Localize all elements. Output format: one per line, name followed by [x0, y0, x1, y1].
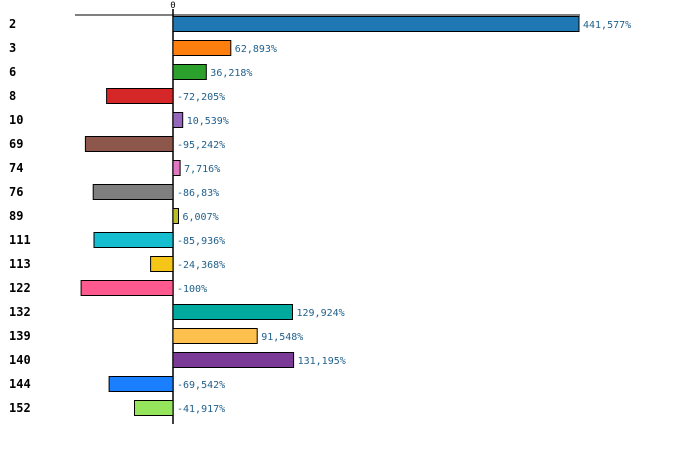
data-label: 62,893%	[235, 44, 277, 55]
category-label: 132	[9, 305, 31, 319]
category-label: 6	[9, 65, 16, 79]
chart-bars	[80, 16, 580, 416]
data-label: 131,195%	[298, 356, 346, 367]
data-label: 7,716%	[184, 164, 220, 175]
bar	[172, 352, 295, 368]
bar	[172, 160, 181, 176]
category-label: 2	[9, 17, 16, 31]
data-label: -72,205%	[177, 92, 225, 103]
category-label: 111	[9, 233, 31, 247]
bar	[172, 112, 184, 128]
data-label: 10,539%	[187, 116, 229, 127]
category-label: 139	[9, 329, 31, 343]
bar	[172, 208, 179, 224]
bar	[84, 136, 174, 152]
bar	[80, 280, 174, 296]
category-label: 10	[9, 113, 23, 127]
category-label: 140	[9, 353, 31, 367]
category-label: 74	[9, 161, 23, 175]
bar	[108, 376, 174, 392]
bar	[93, 232, 174, 248]
data-label: -69,542%	[177, 380, 225, 391]
data-label: -100%	[177, 284, 207, 295]
bar	[106, 88, 174, 104]
data-label: 441,577%	[583, 20, 631, 31]
bar	[150, 256, 174, 272]
data-label: 6,007%	[183, 212, 219, 223]
data-label: -24,368%	[177, 260, 225, 271]
bar	[172, 304, 293, 320]
data-label: 36,218%	[210, 68, 252, 79]
data-label: -95,242%	[177, 140, 225, 151]
x-tick-label: 0	[170, 1, 175, 11]
bar	[172, 328, 258, 344]
bar	[92, 184, 174, 200]
category-label: 144	[9, 377, 31, 391]
category-label: 122	[9, 281, 31, 295]
bar	[172, 40, 232, 56]
bar	[134, 400, 174, 416]
data-label: -85,936%	[177, 236, 225, 247]
category-label: 152	[9, 401, 31, 415]
data-label: 129,924%	[297, 308, 345, 319]
data-label: 91,548%	[261, 332, 303, 343]
category-label: 76	[9, 185, 23, 199]
category-label: 89	[9, 209, 23, 223]
category-label: 3	[9, 41, 16, 55]
category-label: 69	[9, 137, 23, 151]
data-label: -41,917%	[177, 404, 225, 415]
data-label: -86,83%	[177, 188, 219, 199]
bar	[172, 16, 580, 32]
bar	[172, 64, 207, 80]
category-label: 113	[9, 257, 31, 271]
chart-labels: 2 441,577% 3 62,893% 6 36,218% 8 -72,205% 10 10,5…	[9, 17, 631, 415]
category-label: 8	[9, 89, 16, 103]
